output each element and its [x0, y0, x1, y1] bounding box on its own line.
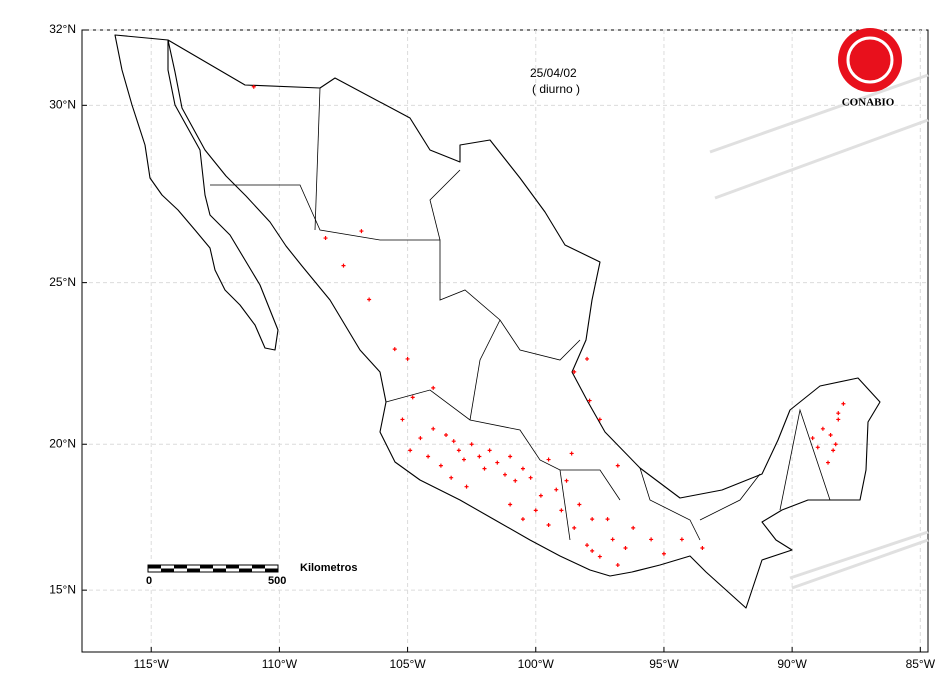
- hotspot: [410, 395, 415, 400]
- hotspot: [546, 522, 551, 527]
- hotspot: [449, 475, 454, 480]
- y-tick-label: 32°N: [49, 22, 76, 36]
- hotspot: [461, 457, 466, 462]
- scale-bar: [140, 560, 290, 586]
- hotspot: [572, 525, 577, 530]
- hotspot: [392, 347, 397, 352]
- subtitle: ( diurno ): [532, 82, 580, 96]
- hotspot: [631, 525, 636, 530]
- hotspot: [482, 466, 487, 471]
- hotspot: [572, 369, 577, 374]
- hotspot: [528, 475, 533, 480]
- hotspot: [585, 543, 590, 548]
- hotspots: [251, 84, 846, 568]
- x-tick-label: 90°W: [777, 657, 807, 671]
- y-tick-label: 30°N: [49, 97, 76, 111]
- hotspot: [533, 508, 538, 513]
- hotspot: [405, 356, 410, 361]
- hotspot: [615, 463, 620, 468]
- hotspot: [661, 551, 666, 556]
- x-tick-label: 85°W: [906, 657, 936, 671]
- scale-start: 0: [146, 575, 152, 587]
- x-tick-label: 95°W: [649, 657, 679, 671]
- hotspot: [513, 478, 518, 483]
- hotspot: [815, 445, 820, 450]
- hotspot: [836, 417, 841, 422]
- x-tick-label: 105°W: [390, 657, 427, 671]
- hotspot: [341, 263, 346, 268]
- hotspot: [828, 432, 833, 437]
- hotspot: [559, 508, 564, 513]
- baja-california: [114, 34, 279, 351]
- hotspot: [508, 502, 513, 507]
- hotspot: [508, 454, 513, 459]
- hotspot: [679, 537, 684, 542]
- logo-text: CONABIO: [842, 97, 895, 109]
- hotspot: [587, 398, 592, 403]
- hotspot: [323, 236, 328, 241]
- map-frame: [81, 29, 929, 653]
- streaks: [709, 73, 929, 590]
- hotspot: [367, 297, 372, 302]
- hotspot: [503, 472, 507, 477]
- x-tick-label: 110°W: [262, 657, 298, 671]
- state-borders: [210, 87, 831, 541]
- hotspot: [577, 502, 582, 507]
- hotspot: [610, 537, 615, 542]
- hotspot: [564, 478, 569, 483]
- hotspot: [597, 554, 602, 559]
- scale-label: Kilometros: [300, 562, 357, 574]
- hotspot: [590, 548, 595, 553]
- grid: [82, 29, 928, 652]
- date: 25/04/02: [530, 66, 577, 80]
- hotspot: [469, 442, 474, 447]
- hotspot: [444, 432, 449, 437]
- hotspot: [251, 84, 256, 89]
- hotspot: [615, 563, 620, 568]
- hotspot: [487, 448, 492, 453]
- logo-ring: [846, 36, 894, 84]
- x-tick-label: 115°W: [134, 657, 170, 671]
- y-tick-label: 15°N: [49, 582, 76, 596]
- hotspot: [451, 439, 456, 444]
- hotspot: [431, 385, 436, 390]
- hotspot: [623, 546, 628, 551]
- hotspot: [418, 436, 423, 441]
- hotspot: [431, 426, 436, 431]
- hotspot: [359, 229, 364, 234]
- y-tick-label: 20°N: [49, 436, 76, 450]
- scale-end: 500: [268, 575, 286, 587]
- hotspot: [585, 356, 590, 361]
- hotspot: [826, 460, 831, 465]
- hotspot: [426, 454, 431, 459]
- hotspot: [400, 417, 405, 422]
- hotspot: [520, 466, 525, 471]
- hotspot: [495, 460, 500, 465]
- y-tick-label: 25°N: [49, 275, 76, 289]
- hotspot: [605, 517, 610, 522]
- hotspot: [456, 448, 461, 453]
- hotspot: [833, 442, 838, 447]
- hotspot: [700, 546, 705, 551]
- hotspot: [477, 454, 482, 459]
- hotspot: [538, 493, 543, 498]
- hotspot: [597, 417, 602, 422]
- hotspot: [649, 537, 654, 542]
- hotspot: [569, 451, 574, 456]
- hotspot: [810, 436, 815, 441]
- hotspot: [408, 448, 413, 453]
- hotspot: [820, 426, 825, 431]
- hotspot: [520, 517, 525, 522]
- hotspot: [438, 463, 443, 468]
- hotspot: [841, 401, 846, 406]
- hotspot: [590, 517, 595, 522]
- hotspot: [836, 411, 841, 416]
- hotspot: [831, 448, 836, 453]
- x-tick-label: 100°W: [518, 657, 555, 671]
- hotspot: [464, 484, 469, 489]
- hotspot: [546, 457, 551, 462]
- hotspot: [554, 487, 559, 492]
- mainland: [167, 39, 881, 609]
